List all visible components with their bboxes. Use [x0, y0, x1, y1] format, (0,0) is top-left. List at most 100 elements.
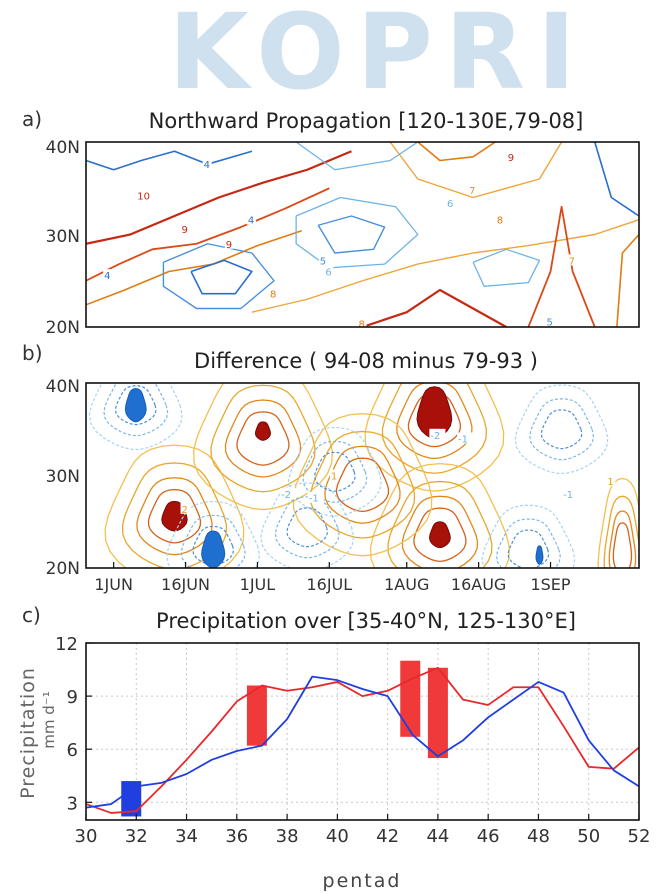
contour-label-bg	[468, 184, 478, 196]
contour-label: 5	[547, 317, 553, 328]
panel-c-ylabel: Precipitation	[17, 667, 39, 799]
contour-line-negative	[313, 451, 356, 492]
contour-line-negative	[481, 504, 576, 568]
contour-label: 1	[607, 477, 613, 488]
contour-line	[147, 488, 202, 544]
contour-line-negative	[166, 501, 261, 568]
contour-label: 7	[569, 256, 575, 267]
panel-b: b) Difference ( 94-08 minus 79-93 ) 1 1 -2…	[22, 341, 640, 594]
contour-label-bg	[307, 491, 324, 503]
x-tick-label: 52	[628, 826, 651, 847]
contour-label: -1	[563, 490, 573, 501]
contour-label: 9	[226, 240, 232, 251]
contour-core-positive	[254, 421, 272, 441]
panel-b-ytick: 40N	[46, 377, 80, 397]
contour-line	[86, 230, 302, 306]
panel-c: c) Precipitation over [35-40°N, 125-130°…	[17, 603, 650, 892]
contour-line	[364, 383, 505, 492]
x-tick-label: 32	[125, 826, 148, 847]
contour-line	[251, 219, 639, 313]
x-tick-label: 36	[225, 826, 248, 847]
contour-line-negative	[514, 384, 609, 475]
panel-b-ytick: 30N	[46, 467, 80, 487]
contour-label-bg	[269, 287, 279, 299]
contour-line-negative	[540, 409, 583, 450]
contour-label-bg	[445, 197, 455, 209]
panel-b-xticks: 1JUN 16JUN 1JUL 16JUL 1AUG 16AUG 1SEP	[94, 562, 571, 594]
panel-b-title: Difference ( 94-08 minus 79-93 )	[194, 349, 538, 373]
contour-line-negative	[286, 507, 329, 548]
contour-label-bg	[357, 317, 367, 327]
contour-label: 5	[320, 256, 326, 267]
panel-b-frame	[85, 382, 640, 569]
contour-line-negative	[180, 514, 246, 568]
contour-line	[597, 477, 639, 568]
panel-c-xticks: 30 32 34 36 38 40 42 44 46 48 50 52	[75, 814, 651, 847]
contour-label-bg	[318, 254, 328, 266]
contour-line	[472, 248, 541, 287]
contour-line-negative	[287, 427, 382, 517]
contour-label: -2	[281, 490, 291, 501]
contour-line-negative	[529, 398, 595, 461]
contour-line	[387, 480, 493, 568]
contour-line	[417, 142, 496, 162]
contour-label: 8	[359, 319, 365, 330]
panel-c-yticks: 3 6 9 12	[55, 634, 92, 814]
contour-line	[193, 383, 333, 511]
panel-c-ylabel-units: mm d⁻¹	[40, 691, 58, 748]
y-tick-label: 6	[67, 740, 78, 761]
contour-line	[401, 495, 479, 568]
contour-line	[603, 495, 639, 568]
contour-line	[407, 392, 462, 448]
panel-a-frame	[85, 141, 640, 328]
contour-label-bg	[606, 475, 616, 487]
contour-label: 8	[270, 290, 276, 301]
panel-a-ytick: 30N	[46, 227, 80, 247]
x-tick-label: 48	[527, 826, 550, 847]
x-tick-label: 38	[276, 826, 299, 847]
x-tick-label: 50	[577, 826, 600, 847]
contour-label-bg	[457, 432, 474, 444]
x-tick-label: 1JUL	[240, 575, 276, 594]
panel-a-contour-lines: 10 9 9 8 8 8 7 7 5 5 4 4 4 6 6 9	[86, 142, 639, 330]
contour-line	[210, 384, 316, 493]
contour-label-bg	[495, 213, 505, 225]
contour-label: 9	[182, 225, 188, 236]
contour-line	[612, 522, 633, 568]
panel-c-lines	[85, 666, 640, 814]
contour-label: 10	[137, 192, 150, 203]
x-tick-label: 30	[75, 826, 98, 847]
contour-label: 6	[447, 199, 453, 210]
contour-line	[362, 288, 507, 327]
contour-label-bg	[246, 213, 256, 225]
contour-line	[309, 430, 416, 539]
contour-line-negative	[114, 385, 157, 426]
contour-label: 4	[204, 160, 210, 171]
contour-label: 8	[497, 216, 503, 227]
significance-bar	[246, 685, 267, 746]
y-tick-label: 9	[67, 687, 78, 708]
x-tick-label: 16JUN	[161, 575, 210, 594]
contour-core-negative	[124, 388, 147, 423]
panel-c-grid	[86, 643, 639, 820]
contour-label: 4	[248, 216, 254, 227]
panel-a-contours: 10 9 9 8 8 8 7 7 5 5 4 4 4 6 6 9	[86, 142, 639, 330]
contour-label: -1	[458, 435, 468, 446]
x-tick-label: 1JUN	[94, 575, 133, 594]
contour-line-negative	[192, 525, 235, 566]
contour-line	[236, 411, 290, 466]
contour-line	[121, 462, 228, 568]
contour-line	[593, 142, 639, 217]
x-tick-label: 1SEP	[530, 575, 570, 594]
panel-c-title: Precipitation over [35-40°N, 125-130°E]	[156, 609, 576, 633]
panel-a: a) Northward Propagation [120-130E,79-08…	[22, 107, 640, 338]
contour-label-bg	[180, 502, 190, 514]
panel-a-letter: a)	[22, 107, 42, 131]
significance-bar	[121, 781, 142, 817]
contour-line	[295, 196, 419, 269]
contour-label-bg	[429, 428, 446, 440]
contour-label: 2	[182, 505, 188, 516]
contour-label-bg	[224, 237, 234, 249]
contour-line-negative	[88, 383, 183, 450]
contour-line	[608, 510, 637, 568]
